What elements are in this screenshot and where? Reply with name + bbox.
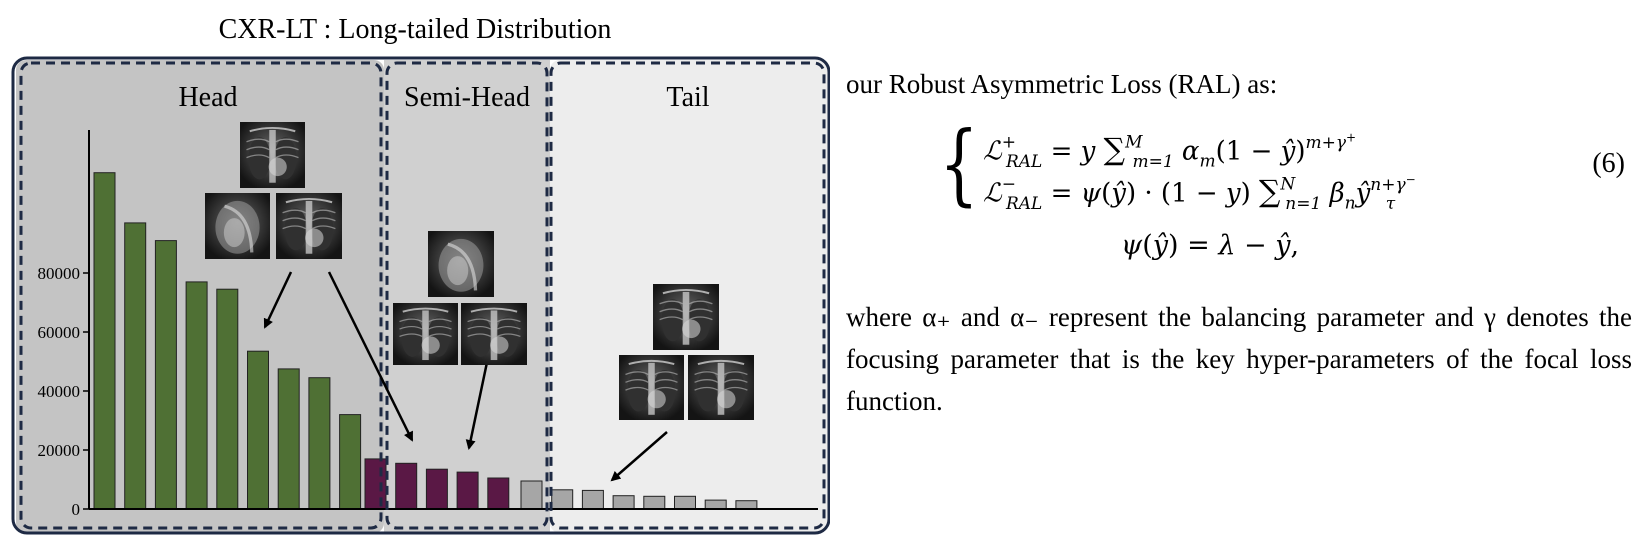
xray-picture (240, 122, 305, 188)
bar-tail-8 (735, 500, 758, 510)
bar-head-4 (185, 281, 208, 510)
tail-border (549, 61, 826, 530)
xray-image-tail-1 (653, 284, 719, 350)
bar-head-7 (277, 368, 300, 510)
arrow-head-to-bar (263, 271, 293, 329)
head-border (19, 61, 383, 530)
equation-number: (6) (1592, 148, 1625, 179)
bar-semi-head-4 (456, 471, 479, 510)
bar-tail-5 (643, 495, 666, 510)
y-tick-label: 20000 (38, 441, 81, 460)
bar-tail-3 (581, 489, 604, 510)
xray-image-tail-3 (688, 355, 754, 420)
xray-picture (461, 303, 527, 365)
bar-tail-6 (674, 495, 696, 510)
xray-image-head-2 (205, 193, 270, 259)
xray-picture (393, 303, 458, 365)
xray-picture (205, 193, 270, 259)
bar-tail-4 (612, 495, 635, 510)
left-brace: { (939, 112, 979, 215)
figure-title: CXR-LT : Long-tailed Distribution (218, 14, 612, 45)
region-label-head: Head (178, 82, 238, 113)
after-paragraph: where α₊ and α₋ represent the balancing … (846, 302, 1632, 416)
arrow-tail-to-bar (610, 431, 668, 482)
xray-picture (428, 231, 494, 297)
bar-head-9 (339, 414, 362, 510)
xray-picture (688, 355, 754, 420)
equation-block: { ℒ+RAL = y ∑Mm=1 αm(1 − ŷ)m+γ+ ℒ−RAL = … (931, 120, 1631, 288)
xray-picture (653, 284, 719, 350)
y-tick-label: 40000 (38, 382, 81, 401)
bar-head-8 (308, 377, 331, 510)
xray-image-tail-2 (619, 355, 684, 420)
equation-ral-negative: ℒ−RAL = ψ(ŷ) · (1 − y) ∑Nn=1 βnŷn+γ−τ (983, 172, 1416, 214)
outer-frame (11, 56, 830, 535)
figure: CXR-LT : Long-tailed Distribution 0 20000… (11, 14, 830, 535)
semi-head-border (385, 61, 549, 530)
xray-picture (619, 355, 684, 420)
xray-image-head-3 (276, 193, 342, 259)
y-tick-label: 0 (72, 500, 81, 519)
bar-semi-head-1 (364, 458, 387, 510)
bar-semi-head-3 (425, 468, 448, 510)
paper-text: our Robust Asymmetric Loss (RAL) as: { ℒ… (846, 0, 1636, 546)
xray-image-semi-2 (393, 303, 458, 365)
arrow-head-to-semi (327, 271, 414, 442)
bar-head-5 (216, 288, 239, 510)
xray-image-semi-1 (428, 231, 494, 297)
y-tick-label: 60000 (38, 323, 81, 342)
bar-head-1 (93, 172, 116, 510)
xray-image-semi-3 (461, 303, 527, 365)
y-tick-label: 80000 (38, 264, 81, 283)
equation-psi: ψ(ŷ) = λ − ŷ, (1121, 230, 1300, 261)
region-label-tail: Tail (666, 82, 710, 113)
region-label-semi-head: Semi-Head (404, 82, 530, 113)
xray-picture (276, 193, 342, 259)
bar-tail-2 (551, 489, 574, 510)
xray-image-head-1 (240, 122, 305, 188)
bar-semi-head-2 (395, 462, 418, 510)
bar-semi-head-5 (487, 477, 510, 510)
bar-tail-1 (520, 480, 543, 510)
bar-head-3 (154, 240, 177, 510)
intro-paragraph: our Robust Asymmetric Loss (RAL) as: (846, 69, 1278, 99)
equation-ral-positive: ℒ+RAL = y ∑Mm=1 αm(1 − ŷ)m+γ+ (983, 130, 1357, 172)
bar-head-6 (247, 350, 269, 510)
bar-head-2 (124, 222, 147, 510)
bar-tail-7 (704, 499, 727, 510)
bar-chart: 0 20000 40000 60000 80000 (11, 56, 830, 535)
